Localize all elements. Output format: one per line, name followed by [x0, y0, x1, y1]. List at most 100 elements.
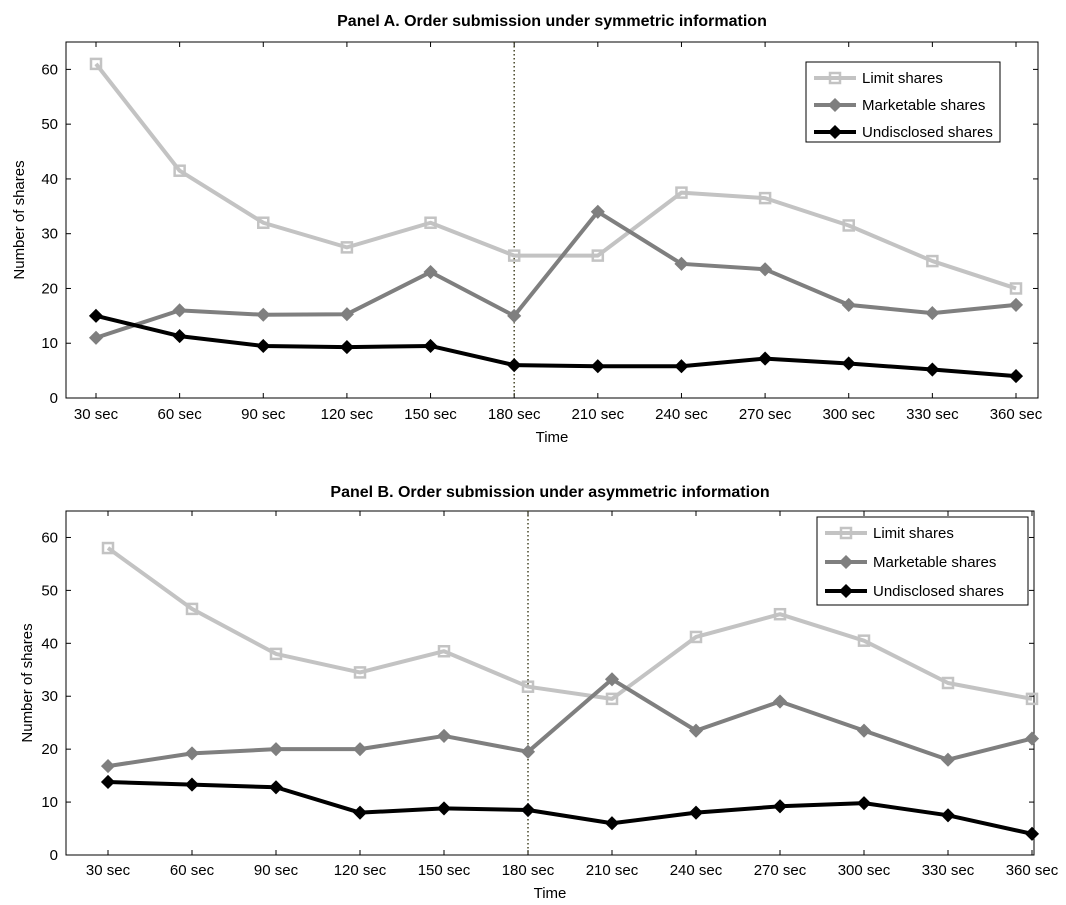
data-point [758, 191, 772, 205]
data-point [172, 329, 187, 344]
series-undisclosed-shares [100, 774, 1040, 841]
data-point [605, 692, 619, 706]
legend-label: Marketable shares [862, 97, 985, 114]
data-point [856, 796, 872, 811]
y-tick-label: 60 [41, 61, 58, 78]
x-tick-label: 90 sec [241, 406, 286, 423]
legend-marker [827, 124, 843, 140]
x-tick-label: 210 sec [586, 862, 639, 879]
data-point [842, 219, 855, 232]
data-point [688, 723, 704, 738]
data-point [521, 680, 535, 693]
data-point [101, 541, 115, 555]
data-point [772, 799, 788, 814]
chart-title: Panel A. Order submission under symmetri… [337, 13, 767, 30]
data-point [590, 204, 605, 219]
data-point [352, 805, 368, 820]
data-point [773, 607, 787, 621]
y-axis-label: Number of shares [11, 160, 28, 279]
data-point [940, 752, 956, 767]
x-tick-label: 210 sec [572, 406, 625, 423]
data-point [841, 356, 856, 371]
data-point [1009, 282, 1023, 295]
data-point [185, 602, 199, 616]
legend-marker [827, 97, 843, 113]
legend-label: Undisclosed shares [862, 124, 993, 141]
x-tick-label: 150 sec [418, 862, 471, 879]
data-point [1008, 297, 1024, 312]
series-line [95, 209, 1017, 340]
data-point [257, 216, 270, 229]
y-tick-label: 20 [41, 280, 58, 297]
series-marketable-shares [100, 672, 1040, 774]
x-tick-label: 90 sec [254, 862, 299, 879]
data-point [604, 816, 620, 831]
x-axis-label: Time [536, 429, 569, 446]
data-point [353, 666, 367, 679]
legend-marker [838, 554, 854, 570]
data-point [604, 672, 620, 687]
data-point [424, 216, 437, 229]
data-point [940, 808, 956, 823]
legend-label: Marketable shares [873, 554, 996, 571]
chart-panel-b: Panel B. Order submission under asymmetr… [19, 484, 1059, 902]
data-point [856, 723, 872, 738]
y-tick-label: 40 [41, 635, 58, 652]
series-line [106, 546, 1033, 701]
data-point [688, 805, 704, 820]
series-line [107, 779, 1033, 836]
series-line [94, 62, 1017, 291]
data-point [256, 307, 271, 322]
x-tick-label: 240 sec [655, 406, 708, 423]
data-point [772, 694, 788, 709]
x-tick-label: 330 sec [922, 862, 975, 879]
y-tick-label: 60 [41, 529, 58, 546]
data-point [423, 264, 438, 280]
series-undisclosed-shares [88, 308, 1024, 384]
data-point [339, 307, 354, 322]
legend-label: Undisclosed shares [873, 583, 1004, 600]
data-point [173, 164, 186, 177]
data-point [520, 802, 536, 818]
data-point [100, 774, 116, 790]
legend-marker [839, 526, 853, 540]
x-tick-label: 150 sec [404, 406, 457, 423]
plot-frame [65, 41, 1039, 399]
data-point [941, 676, 955, 690]
legend: Limit shares Marketable shares Undisclosed… [805, 61, 1001, 143]
data-point [1025, 692, 1039, 706]
legend-marker [838, 583, 854, 599]
x-tick-label: 180 sec [488, 406, 541, 423]
data-point [256, 338, 271, 354]
x-tick-label: 240 sec [670, 862, 723, 879]
y-axis-label: Number of shares [19, 623, 36, 742]
plot-frame [65, 510, 1035, 856]
data-point [674, 359, 689, 374]
x-tick-label: 270 sec [754, 862, 807, 879]
data-point [590, 359, 605, 374]
legend-marker [828, 71, 842, 85]
y-tick-label: 30 [41, 226, 58, 243]
y-tick-label: 40 [41, 171, 58, 188]
data-point [1024, 731, 1040, 746]
series-marketable-shares [88, 204, 1024, 345]
data-point [591, 249, 605, 262]
data-point [926, 254, 939, 268]
legend: Limit shares Marketable shares Undisclosed… [816, 516, 1029, 606]
x-tick-label: 30 sec [74, 406, 119, 423]
x-tick-label: 270 sec [739, 406, 792, 423]
data-point [507, 249, 521, 262]
data-point [340, 241, 354, 254]
y-tick-label: 10 [41, 794, 58, 811]
data-point [184, 746, 200, 761]
y-tick-label: 0 [50, 390, 58, 407]
x-tick-label: 180 sec [502, 862, 555, 879]
x-tick-label: 360 sec [990, 406, 1043, 423]
x-tick-label: 360 sec [1006, 862, 1059, 879]
data-point [100, 759, 116, 774]
chart-title: Panel B. Order submission under asymmetr… [330, 484, 769, 501]
x-tick-label: 300 sec [822, 406, 875, 423]
x-tick-label: 300 sec [838, 862, 891, 879]
data-point [925, 306, 940, 321]
